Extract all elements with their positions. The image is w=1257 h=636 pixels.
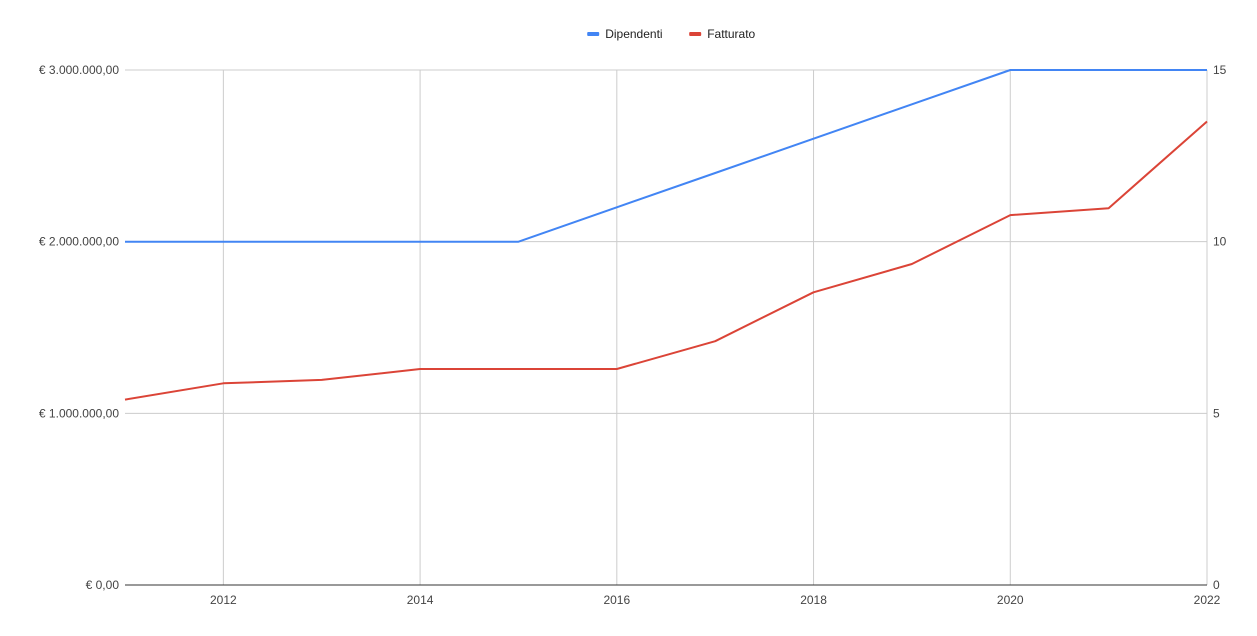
x-tick-label: 2020 <box>997 593 1024 607</box>
x-tick-label: 2022 <box>1194 593 1221 607</box>
y-right-tick-label: 10 <box>1213 235 1227 249</box>
series <box>124 69 1208 401</box>
x-tick-label: 2014 <box>407 593 434 607</box>
series-line-fatturato <box>124 120 1208 401</box>
legend-swatch-dipendenti <box>587 32 600 36</box>
series-line-dipendenti <box>125 69 1207 243</box>
x-tick-label: 2012 <box>210 593 237 607</box>
y-left-tick-label: € 0,00 <box>86 578 120 592</box>
y-left-tick-label: € 2.000.000,00 <box>39 235 119 249</box>
axes: € 0,00 € 1.000.000,00 € 2.000.000,00 € 3.00… <box>39 63 1227 607</box>
legend-label-dipendenti: Dipendenti <box>605 27 662 41</box>
legend-swatch-fatturato <box>689 32 702 36</box>
y-left-tick-label: € 1.000.000,00 <box>39 406 119 420</box>
legend-label-fatturato: Fatturato <box>707 27 755 41</box>
legend: Dipendenti Fatturato <box>587 27 756 41</box>
grid <box>125 69 1208 585</box>
y-right-tick-label: 5 <box>1213 406 1220 420</box>
x-tick-label: 2016 <box>603 593 630 607</box>
y-right-tick-label: 0 <box>1213 578 1220 592</box>
x-tick-label: 2018 <box>800 593 827 607</box>
y-right-tick-label: 15 <box>1213 63 1227 77</box>
y-left-tick-label: € 3.000.000,00 <box>39 63 119 77</box>
